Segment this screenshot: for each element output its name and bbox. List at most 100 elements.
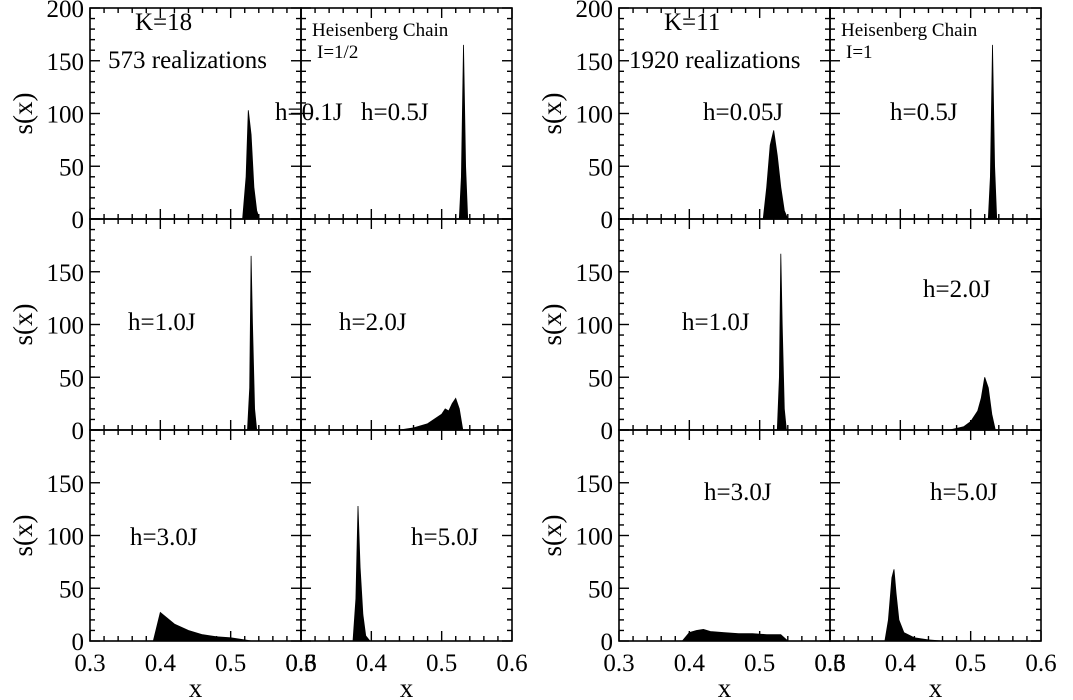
x-axis-title: x: [718, 673, 732, 700]
panel-2-4: h=2.0J: [829, 218, 1042, 431]
spin-label: I=1/2: [317, 42, 358, 63]
field-label: h=2.0J: [339, 309, 407, 336]
distribution-peak: [352, 505, 371, 642]
x-tick-label: 0.4: [356, 650, 388, 677]
distribution-peak: [776, 253, 787, 431]
k-value-label: K=18: [135, 9, 192, 36]
y-tick-label: 50: [59, 154, 84, 181]
panel-2-6: h=5.0J: [829, 429, 1042, 642]
y-axis-title: s(x): [537, 515, 567, 557]
realizations-label: 573 realizations: [108, 47, 267, 74]
x-tick-label: 0.4: [885, 650, 917, 677]
y-tick-label: 0: [601, 629, 614, 656]
field-label: h=0.05J: [703, 99, 783, 126]
field-label: h=0.1J: [275, 99, 343, 126]
y-axis-title: s(x): [8, 304, 38, 346]
y-tick-label: 50: [588, 365, 613, 392]
distribution-peak: [884, 569, 943, 642]
y-tick-label: 200: [576, 0, 614, 23]
model-label: Heisenberg Chain: [841, 20, 978, 41]
distribution-peak: [458, 44, 469, 220]
field-label: h=3.0J: [704, 479, 772, 506]
spin-label: I=1: [846, 42, 873, 63]
y-tick-label: 50: [588, 576, 613, 603]
field-label: h=2.0J: [923, 276, 991, 303]
field-label: h=0.5J: [361, 99, 429, 126]
y-tick-label: 150: [576, 471, 614, 498]
panel-group-1: h=0.1J h=0.5J h=1.0J h=2.0J h=3.0J h=5.0J 0 50 1…: [8, 0, 528, 700]
panel-2-5: h=3.0J: [618, 429, 831, 642]
y-axis-title: s(x): [8, 515, 38, 557]
panel-1-3: h=1.0J: [89, 218, 302, 431]
distribution-peak: [242, 110, 261, 220]
y-tick-label: 0: [72, 629, 85, 656]
x-axis-title: x: [400, 673, 414, 700]
y-tick-label: 100: [576, 102, 614, 129]
k-value-label: K=11: [664, 9, 720, 36]
panel-1-5: h=3.0J: [89, 429, 302, 642]
realizations-label: 1920 realizations: [629, 47, 800, 74]
y-tick-label: 50: [59, 365, 84, 392]
distribution-peak: [399, 397, 464, 431]
x-axis-title: x: [929, 673, 943, 700]
panel-group-2: h=0.05J h=0.5J h=1.0J h=2.0J h=3.0J h=5.0J 0 50…: [537, 0, 1057, 700]
x-tick-label: 0.3: [603, 650, 634, 677]
field-label: h=5.0J: [411, 524, 479, 551]
y-axis-title: s(x): [537, 93, 567, 135]
y-tick-label: 150: [576, 49, 614, 76]
x-tick-label: 0.6: [814, 650, 845, 677]
y-tick-label: 0: [601, 207, 614, 234]
x-tick-label: 0.4: [674, 650, 706, 677]
y-tick-label: 150: [47, 260, 85, 287]
y-tick-label: 100: [576, 313, 614, 340]
y-tick-label: 100: [47, 102, 85, 129]
panel-2-1: h=0.05J: [618, 7, 831, 220]
y-tick-label: 150: [576, 260, 614, 287]
distribution-peak: [762, 130, 789, 220]
x-tick-label: 0.3: [814, 650, 845, 677]
panel-2-3: h=1.0J: [618, 218, 831, 431]
panel-frame: [89, 7, 302, 220]
x-tick-label: 0.3: [285, 650, 316, 677]
y-axis-title: s(x): [537, 304, 567, 346]
panel-1-6: h=5.0J: [300, 429, 513, 642]
x-tick-label: 0.6: [1025, 650, 1056, 677]
y-tick-label: 50: [59, 576, 84, 603]
model-label: Heisenberg Chain: [312, 20, 449, 41]
x-axis-title: x: [189, 673, 203, 700]
y-tick-label: 200: [47, 0, 85, 23]
x-tick-label: 0.3: [74, 650, 105, 677]
x-tick-label: 0.6: [285, 650, 316, 677]
field-label: h=3.0J: [130, 524, 198, 551]
field-label: h=1.0J: [128, 309, 196, 336]
panel-frame: [618, 429, 831, 642]
panel-frame: [300, 429, 513, 642]
panel-1-4: h=2.0J: [300, 218, 513, 431]
y-tick-label: 100: [47, 524, 85, 551]
panel-1-2: h=0.5J: [300, 7, 513, 220]
x-tick-label: 0.5: [426, 650, 457, 677]
y-tick-label: 150: [47, 49, 85, 76]
y-tick-label: 0: [601, 418, 614, 445]
distribution-peak: [152, 611, 252, 642]
x-tick-label: 0.5: [215, 650, 246, 677]
distribution-peak: [949, 377, 996, 431]
y-tick-label: 0: [72, 418, 85, 445]
y-tick-label: 0: [72, 207, 85, 234]
x-tick-label: 0.5: [744, 650, 775, 677]
distribution-peak: [681, 628, 789, 642]
y-axis-title: s(x): [8, 93, 38, 135]
y-tick-label: 150: [47, 471, 85, 498]
y-tick-label: 100: [47, 313, 85, 340]
panel-frame: [829, 429, 1042, 642]
field-label: h=1.0J: [682, 309, 750, 336]
field-label: h=5.0J: [930, 479, 998, 506]
x-tick-label: 0.6: [496, 650, 527, 677]
x-tick-label: 0.4: [145, 650, 177, 677]
distribution-peak: [247, 255, 258, 431]
distribution-peak: [987, 44, 998, 220]
y-tick-label: 100: [576, 524, 614, 551]
field-label: h=0.5J: [890, 99, 958, 126]
panel-frame: [829, 218, 1042, 431]
